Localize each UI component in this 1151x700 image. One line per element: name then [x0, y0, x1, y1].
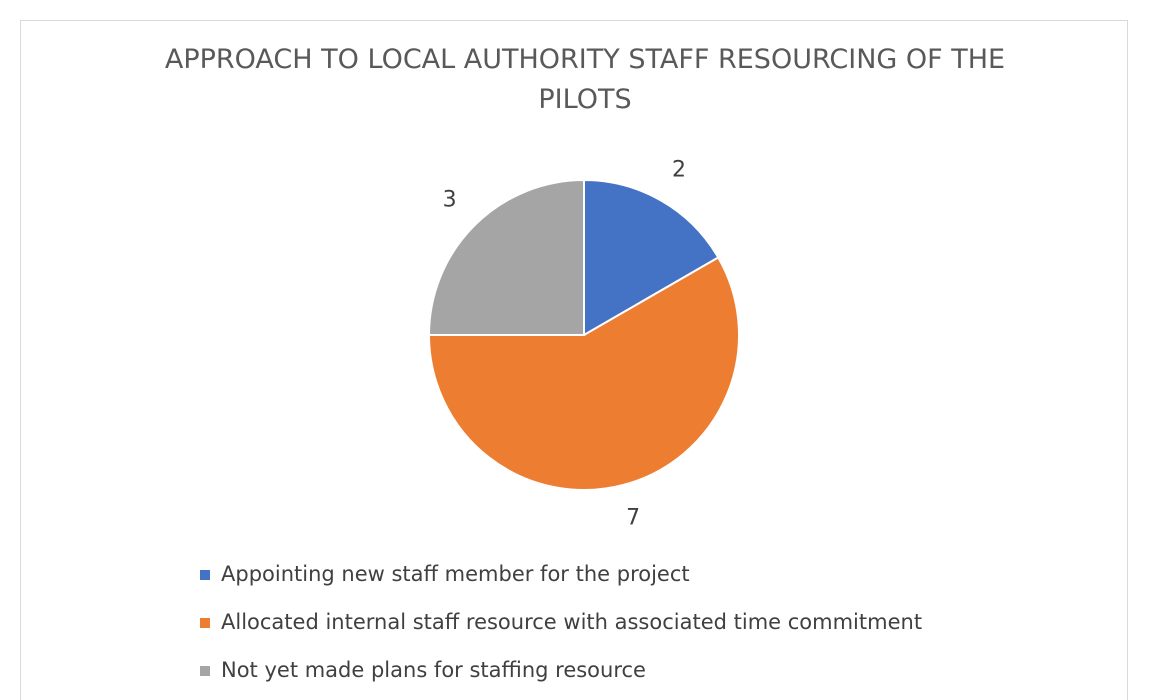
pie-slice: [427, 178, 585, 336]
pie-slice: [583, 178, 720, 337]
data-label: 2: [672, 157, 686, 182]
legend-swatch: [200, 570, 210, 580]
legend-swatch: [200, 618, 210, 628]
legend-label: Not yet made plans for staffing resource: [221, 658, 646, 682]
data-label: 3: [443, 188, 457, 213]
data-label: 7: [626, 506, 640, 531]
legend-label: Appointing new staff member for the proj…: [221, 562, 690, 586]
legend-label: Allocated internal staff resource with a…: [221, 610, 922, 634]
legend-swatch: [200, 666, 210, 676]
chart-title: APPROACH TO LOCAL AUTHORITY STAFF RESOUR…: [164, 44, 1006, 115]
pie-slice: [427, 256, 740, 491]
chart-frame: [20, 20, 1128, 700]
